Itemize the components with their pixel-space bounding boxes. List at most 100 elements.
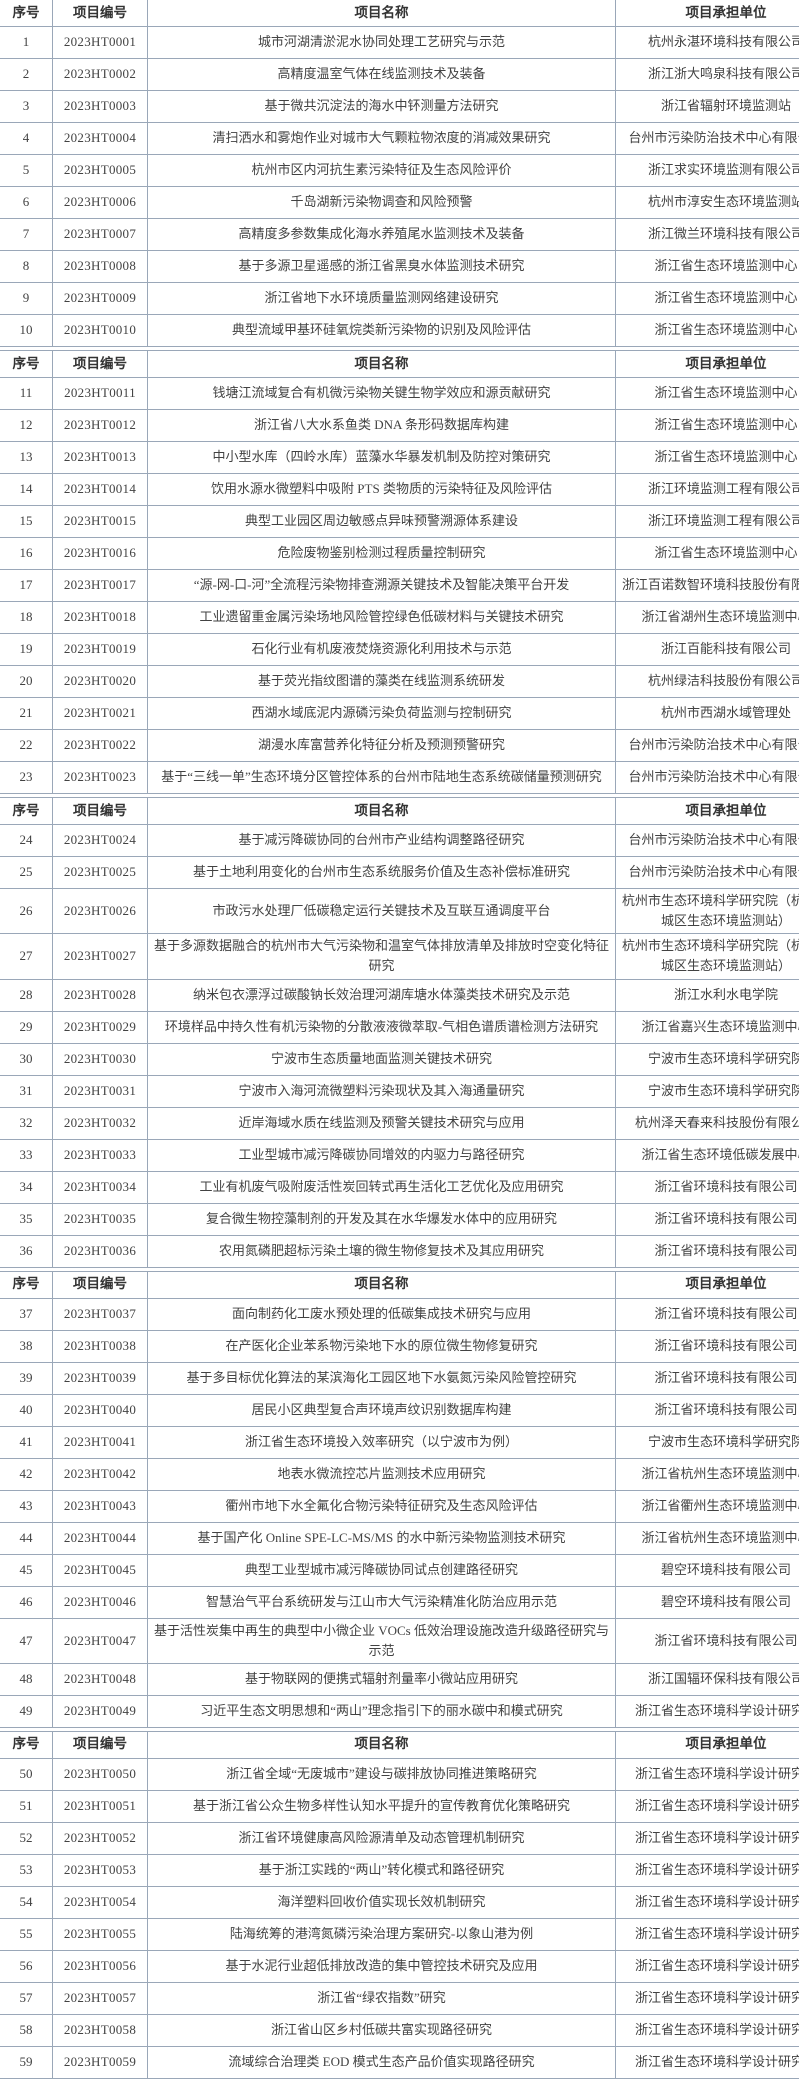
project-name-cell: “源-网-口-河”全流程污染物排查溯源关键技术及智能决策平台开发: [148, 570, 616, 602]
row-index-cell: 46: [0, 1586, 53, 1618]
project-name-cell: 清扫洒水和雾炮作业对城市大气颗粒物浓度的消减效果研究: [148, 123, 616, 155]
row-index-cell: 53: [0, 1854, 53, 1886]
row-index-cell: 1: [0, 27, 53, 59]
project-name-cell: 高精度多参数集成化海水养殖尾水监测技术及装备: [148, 219, 616, 251]
project-name-cell: 宁波市入海河流微塑料污染现状及其入海通量研究: [148, 1075, 616, 1107]
column-header-code: 项目编号: [53, 351, 148, 378]
table-header-row: 序号项目编号项目名称项目承担单位: [0, 0, 799, 27]
row-index-cell: 44: [0, 1522, 53, 1554]
project-name-cell: 基于浙江实践的“两山”转化模式和路径研究: [148, 1854, 616, 1886]
project-code-cell: 2023HT0036: [53, 1235, 148, 1267]
project-unit-cell: 浙江省环境科技有限公司: [616, 1394, 799, 1426]
project-unit-cell: 浙江省生态环境监测中心: [616, 442, 799, 474]
project-code-cell: 2023HT0007: [53, 219, 148, 251]
row-index-cell: 35: [0, 1203, 53, 1235]
row-index-cell: 57: [0, 1982, 53, 2014]
project-unit-cell: 杭州市生态环境科学研究院（杭州市城区生态环境监测站）: [616, 889, 799, 934]
project-code-cell: 2023HT0032: [53, 1107, 148, 1139]
project-name-cell: 典型工业型城市减污降碳协同试点创建路径研究: [148, 1554, 616, 1586]
project-code-cell: 2023HT0026: [53, 889, 148, 934]
project-code-cell: 2023HT0054: [53, 1886, 148, 1918]
project-unit-cell: 浙江微兰环境科技有限公司: [616, 219, 799, 251]
table-header-row: 序号项目编号项目名称项目承担单位: [0, 1731, 799, 1758]
row-index-cell: 17: [0, 570, 53, 602]
row-index-cell: 52: [0, 1822, 53, 1854]
project-code-cell: 2023HT0023: [53, 762, 148, 794]
project-code-cell: 2023HT0035: [53, 1203, 148, 1235]
project-code-cell: 2023HT0046: [53, 1586, 148, 1618]
column-header-name: 项目名称: [148, 1731, 616, 1758]
project-code-cell: 2023HT0015: [53, 506, 148, 538]
project-unit-cell: 浙江省环境科技有限公司: [616, 1235, 799, 1267]
project-unit-cell: 浙江省嘉兴生态环境监测中心: [616, 1011, 799, 1043]
project-unit-cell: 浙江省生态环境科学设计研究院: [616, 1822, 799, 1854]
row-index-cell: 12: [0, 410, 53, 442]
project-unit-cell: 杭州市淳安生态环境监测站: [616, 187, 799, 219]
project-unit-cell: 杭州绿洁科技股份有限公司: [616, 666, 799, 698]
project-unit-cell: 浙江省生态环境监测中心: [616, 538, 799, 570]
project-name-cell: 西湖水域底泥内源磷污染负荷监测与控制研究: [148, 698, 616, 730]
project-name-cell: 基于减污降碳协同的台州市产业结构调整路径研究: [148, 825, 616, 857]
row-index-cell: 25: [0, 857, 53, 889]
project-code-cell: 2023HT0019: [53, 634, 148, 666]
project-name-cell: 工业有机废气吸附废活性炭回转式再生活化工艺优化及应用研究: [148, 1171, 616, 1203]
project-code-cell: 2023HT0034: [53, 1171, 148, 1203]
project-unit-cell: 浙江百能科技有限公司: [616, 634, 799, 666]
project-unit-cell: 杭州市西湖水域管理处: [616, 698, 799, 730]
project-name-cell: 基于多源数据融合的杭州市大气污染物和温室气体排放清单及排放时空变化特征研究: [148, 934, 616, 979]
project-name-cell: 基于物联网的便携式辐射剂量率小微站应用研究: [148, 1663, 616, 1695]
project-name-cell: 工业型城市减污降碳协同增效的内驱力与路径研究: [148, 1139, 616, 1171]
row-index-cell: 43: [0, 1490, 53, 1522]
row-index-cell: 42: [0, 1458, 53, 1490]
project-code-cell: 2023HT0033: [53, 1139, 148, 1171]
project-name-cell: 环境样品中持久性有机污染物的分散液液微萃取-气相色谱质谱检测方法研究: [148, 1011, 616, 1043]
project-name-cell: 典型工业园区周边敏感点异味预警溯源体系建设: [148, 506, 616, 538]
project-unit-cell: 浙江省生态环境科学设计研究院: [616, 1886, 799, 1918]
project-name-cell: 高精度温室气体在线监测技术及装备: [148, 59, 616, 91]
column-header-code: 项目编号: [53, 1731, 148, 1758]
project-unit-cell: 浙江省生态环境低碳发展中心: [616, 1139, 799, 1171]
row-index-cell: 40: [0, 1394, 53, 1426]
row-index-cell: 19: [0, 634, 53, 666]
row-index-cell: 37: [0, 1298, 53, 1330]
column-header-index: 序号: [0, 1271, 53, 1298]
project-name-cell: 衢州市地下水全氟化合物污染特征研究及生态风险评估: [148, 1490, 616, 1522]
project-code-cell: 2023HT0027: [53, 934, 148, 979]
project-name-cell: 智慧治气平台系统研发与江山市大气污染精准化防治应用示范: [148, 1586, 616, 1618]
project-unit-cell: 浙江省生态环境监测中心: [616, 251, 799, 283]
project-unit-cell: 浙江省生态环境科学设计研究院: [616, 1854, 799, 1886]
project-name-cell: 基于国产化 Online SPE-LC-MS/MS 的水中新污染物监测技术研究: [148, 1522, 616, 1554]
row-index-cell: 15: [0, 506, 53, 538]
project-code-cell: 2023HT0005: [53, 155, 148, 187]
row-index-cell: 14: [0, 474, 53, 506]
column-header-index: 序号: [0, 1731, 53, 1758]
project-unit-cell: 碧空环境科技有限公司: [616, 1586, 799, 1618]
project-code-cell: 2023HT0012: [53, 410, 148, 442]
